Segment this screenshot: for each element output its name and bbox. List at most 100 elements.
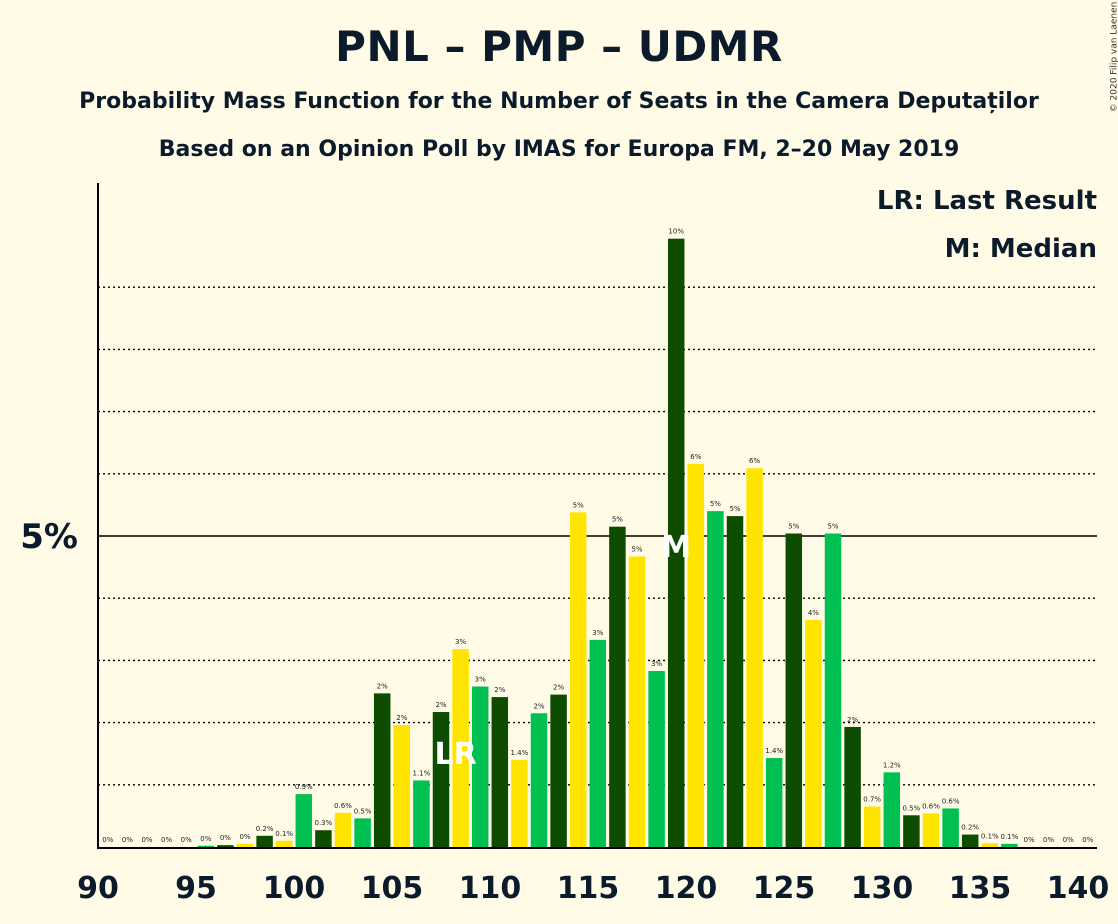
bar-seat-125 [765, 758, 783, 847]
x-tick-label-90: 90 [77, 871, 119, 906]
chart-subtitle: Probability Mass Function for the Number… [79, 89, 1039, 114]
bar-seat-128 [824, 533, 842, 847]
bar-label-112: 1.4% [511, 749, 529, 757]
gridlines [98, 286, 1097, 786]
bar-label-131: 1.2% [883, 761, 901, 769]
bar-seat-134 [942, 808, 959, 847]
bar-seat-127 [805, 619, 822, 847]
bar-seat-110 [471, 686, 489, 847]
x-tick-label-135: 135 [949, 871, 1012, 906]
bar-seat-115 [569, 512, 587, 847]
bar-label-122: 5% [710, 500, 721, 508]
bar-label-111: 2% [494, 686, 505, 694]
bar-seat-102 [315, 830, 332, 847]
x-tick-label-95: 95 [175, 871, 217, 906]
bar-label-103: 0.6% [334, 802, 352, 810]
bar-seat-97 [217, 845, 234, 847]
bar-label-119: 3% [651, 660, 662, 668]
bar-label-128: 5% [827, 523, 838, 531]
bar-label-139: 0% [1043, 836, 1054, 844]
bar-label-141: 0% [1082, 836, 1093, 844]
bar-label-108: 2% [435, 701, 446, 709]
bar-seat-132 [903, 815, 920, 847]
bar-label-126: 5% [788, 523, 799, 531]
bar-label-138: 0% [1023, 836, 1034, 844]
bar-label-130: 0.7% [863, 796, 881, 804]
bars-group: 0% 0% 0% 0% 0% 0% 0% 0%0.2%0.1%0.9%0.3%0.6%0.5%… [102, 228, 1094, 847]
x-tick-label-105: 105 [361, 871, 424, 906]
axes: 5% 90 95 100 105 110 115 120 125 130 135 140 [20, 183, 1109, 906]
x-tick-label-120: 120 [655, 871, 718, 906]
bar-seat-137 [1001, 843, 1018, 847]
bar-label-125: 1.4% [765, 747, 783, 755]
bar-label-127: 4% [808, 609, 819, 617]
bar-label-113: 2% [533, 702, 544, 710]
bar-seat-116 [589, 639, 607, 847]
bar-label-117: 5% [612, 516, 623, 524]
bar-seat-123 [726, 516, 744, 847]
bar-seat-114 [550, 694, 567, 847]
bar-label-129: 2% [847, 716, 858, 724]
bar-seat-124 [746, 468, 763, 847]
bar-label-104: 0.5% [354, 807, 372, 815]
bar-label-136: 0.1% [981, 832, 999, 840]
bar-seat-111 [491, 697, 509, 847]
bar-seat-107 [413, 780, 430, 847]
x-tick-label-115: 115 [557, 871, 620, 906]
bar-seat-120 [667, 238, 685, 847]
bar-label-137: 0.1% [1001, 833, 1019, 841]
bar-seat-130 [863, 806, 881, 847]
bar-seat-117 [609, 526, 626, 847]
bar-label-124: 6% [749, 457, 760, 465]
bar-label-135: 0.2% [961, 824, 979, 832]
bar-seat-96 [197, 845, 215, 847]
bar-seat-133 [922, 813, 940, 847]
bar-label-97: 0% [220, 834, 231, 842]
chart-subtitle-source: Based on an Opinion Poll by IMAS for Eur… [158, 137, 960, 162]
bar-label-105: 2% [377, 682, 388, 690]
x-tick-label-140: 140 [1047, 871, 1110, 906]
bar-label-99: 0.2% [256, 825, 274, 833]
bar-label-96: 0% [200, 835, 211, 843]
bar-label-116: 3% [592, 629, 603, 637]
bar-seat-99 [256, 835, 273, 847]
bar-seat-100 [275, 840, 293, 847]
bar-seat-98 [236, 843, 254, 847]
bar-label-93: 0% [141, 836, 152, 844]
legend-median: M: Median [945, 234, 1097, 264]
bar-label-133: 0.6% [922, 802, 940, 810]
bar-seat-105 [373, 693, 391, 847]
bar-seat-121 [687, 463, 705, 847]
bar-label-110: 3% [475, 676, 486, 684]
bar-label-100: 0.1% [275, 830, 293, 838]
bar-label-92: 0% [122, 836, 133, 844]
median-marker: M [661, 530, 691, 565]
bar-seat-103 [334, 812, 352, 847]
bar-label-98: 0% [239, 833, 250, 841]
bar-label-109: 3% [455, 638, 466, 646]
bar-label-132: 0.5% [903, 804, 921, 812]
bar-seat-101 [295, 794, 313, 847]
bar-seat-136 [981, 843, 999, 847]
bar-label-121: 6% [690, 453, 701, 461]
bar-seat-122 [707, 511, 724, 847]
y-tick-label-5pct: 5% [20, 517, 78, 557]
bar-label-94: 0% [161, 836, 172, 844]
bar-label-134: 0.6% [942, 797, 960, 805]
bar-seat-131 [883, 772, 901, 847]
x-tick-label-110: 110 [459, 871, 522, 906]
x-tick-label-125: 125 [753, 871, 816, 906]
bar-seat-118 [628, 556, 646, 847]
legend-last-result: LR: Last Result [877, 186, 1097, 216]
bar-label-106: 2% [396, 714, 407, 722]
bar-label-115: 5% [573, 501, 584, 509]
bar-label-118: 5% [631, 546, 642, 554]
bar-label-95: 0% [181, 836, 192, 844]
bar-label-123: 5% [729, 505, 740, 513]
bar-seat-109 [452, 649, 469, 847]
last-result-marker: LR [434, 737, 476, 772]
x-tick-label-100: 100 [263, 871, 326, 906]
bar-seat-104 [354, 818, 371, 847]
bar-seat-113 [530, 713, 548, 847]
